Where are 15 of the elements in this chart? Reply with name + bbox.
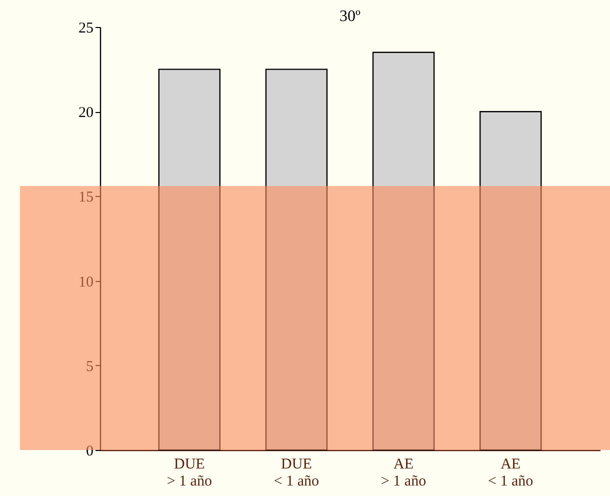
- y-tick-label: 15: [78, 190, 94, 206]
- x-tick-label: DUE < 1 año: [274, 456, 320, 490]
- chart-title: 30º: [340, 8, 361, 25]
- y-tick-label: 25: [78, 20, 94, 36]
- bar: [372, 52, 435, 451]
- x-tick-label: AE > 1 año: [380, 456, 426, 490]
- bar: [158, 68, 221, 451]
- x-tick-label: AE < 1 año: [488, 456, 534, 490]
- y-tick-label: 0: [86, 444, 94, 460]
- y-tick-label: 20: [78, 105, 94, 122]
- bar: [265, 68, 328, 451]
- x-tick-label: DUE > 1 año: [166, 456, 212, 490]
- bar: [479, 111, 542, 451]
- y-tick-label: 5: [86, 358, 94, 375]
- y-tick-label: 10: [78, 274, 94, 290]
